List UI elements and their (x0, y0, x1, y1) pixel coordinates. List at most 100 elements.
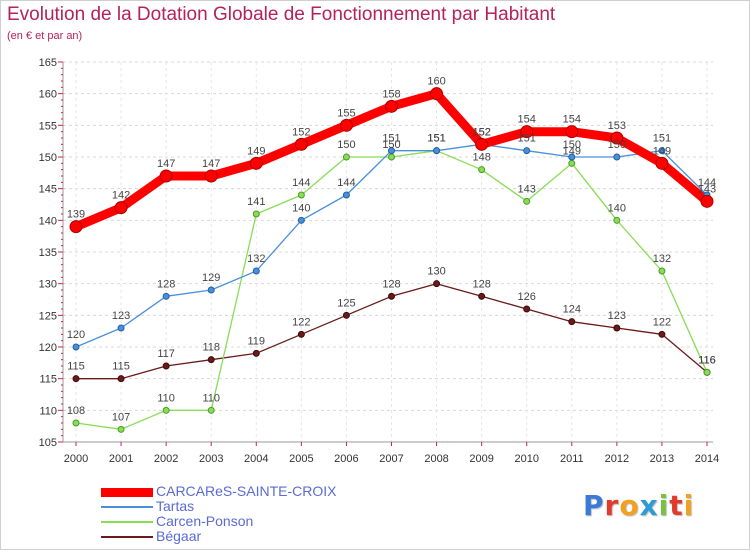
data-point (655, 156, 669, 170)
data-label: 144 (337, 177, 355, 189)
data-label: 147 (157, 158, 175, 170)
y-tick-label: 155 (39, 120, 57, 132)
data-point (658, 330, 666, 338)
data-label: 150 (608, 139, 626, 151)
data-label: 143 (698, 183, 716, 195)
data-label: 123 (608, 310, 626, 322)
data-label: 151 (653, 133, 671, 145)
data-label: 143 (518, 183, 536, 195)
data-point (204, 169, 218, 183)
logo-letter: i (683, 489, 695, 522)
data-label: 122 (292, 316, 310, 328)
x-tick-label: 2005 (289, 453, 313, 465)
data-label: 120 (67, 329, 85, 341)
x-tick-label: 2011 (560, 453, 584, 465)
chart-subtitle: (en € et par an) (7, 30, 83, 42)
x-tick-label: 2009 (469, 453, 493, 465)
data-point (342, 311, 350, 319)
data-point (388, 147, 395, 155)
logo-letter: x (639, 489, 659, 522)
legend-swatch (101, 506, 153, 508)
y-tick-label: 160 (39, 89, 57, 101)
data-label: 115 (112, 361, 130, 373)
data-label: 110 (157, 392, 175, 404)
data-point (162, 406, 170, 414)
data-label: 141 (247, 196, 265, 208)
data-label: 140 (608, 202, 626, 214)
data-point (433, 147, 441, 155)
data-label: 107 (112, 411, 130, 423)
data-label: 150 (563, 139, 581, 151)
data-label: 132 (247, 253, 265, 265)
data-point (568, 159, 576, 167)
data-point (159, 169, 173, 183)
data-point (252, 349, 260, 357)
data-point (117, 375, 125, 383)
data-label: 128 (472, 278, 490, 290)
data-label: 152 (472, 126, 490, 138)
data-point (294, 137, 308, 151)
data-label: 155 (337, 107, 355, 119)
data-label: 142 (112, 190, 130, 202)
data-label: 151 (518, 133, 536, 145)
data-label: 117 (157, 348, 175, 360)
data-point (162, 362, 170, 370)
data-label: 110 (202, 392, 220, 404)
proxiti-logo: Proxiti (583, 489, 694, 522)
data-point (703, 368, 711, 376)
data-point (297, 330, 305, 338)
data-label: 150 (382, 139, 400, 151)
data-point (523, 197, 531, 205)
data-label: 115 (67, 361, 85, 373)
data-label: 116 (698, 354, 716, 366)
data-point (613, 216, 621, 224)
data-point (478, 292, 486, 300)
data-label: 149 (247, 145, 265, 157)
x-tick-label: 2000 (64, 453, 88, 465)
data-label: 128 (157, 278, 175, 290)
x-tick-label: 2002 (154, 453, 178, 465)
data-label: 149 (563, 145, 581, 157)
data-point (252, 210, 260, 218)
logo-letter: r (604, 489, 620, 522)
data-point (613, 324, 621, 332)
data-label: 152 (472, 126, 490, 138)
logo-letter: P (583, 489, 605, 522)
legend-label: Carcen-Ponson (156, 513, 254, 529)
data-point (433, 280, 441, 288)
data-point (339, 118, 353, 132)
y-tick-label: 150 (39, 152, 57, 164)
data-point (475, 137, 489, 151)
data-point (523, 147, 531, 155)
data-label: 128 (382, 278, 400, 290)
data-point (520, 125, 534, 139)
data-label: 151 (382, 133, 400, 145)
data-label: 150 (337, 139, 355, 151)
x-tick-label: 2008 (424, 453, 448, 465)
data-point (658, 267, 666, 275)
y-tick-label: 110 (39, 405, 57, 417)
data-point (72, 343, 80, 351)
x-tick-label: 2014 (695, 453, 719, 465)
logo-letter: o (619, 489, 640, 522)
y-tick-label: 135 (39, 247, 57, 259)
data-point (252, 267, 260, 275)
data-point (207, 356, 215, 364)
x-tick-label: 2013 (650, 453, 674, 465)
legend-label: Tartas (156, 498, 195, 514)
data-point (565, 125, 579, 139)
legend-swatch (101, 487, 153, 497)
data-label: 129 (202, 272, 220, 284)
y-tick-label: 145 (39, 184, 57, 196)
data-point (72, 419, 80, 427)
data-point (568, 153, 576, 161)
data-point (388, 153, 395, 161)
legend-label: Bégaar (156, 528, 202, 544)
data-label: 132 (653, 253, 671, 265)
data-point (388, 292, 395, 300)
x-tick-label: 2012 (605, 453, 629, 465)
data-point (568, 318, 576, 326)
data-label: 151 (427, 133, 445, 145)
data-point (69, 220, 83, 234)
legend-label: CARCAReS-SAINTE-CROIX (156, 483, 337, 499)
